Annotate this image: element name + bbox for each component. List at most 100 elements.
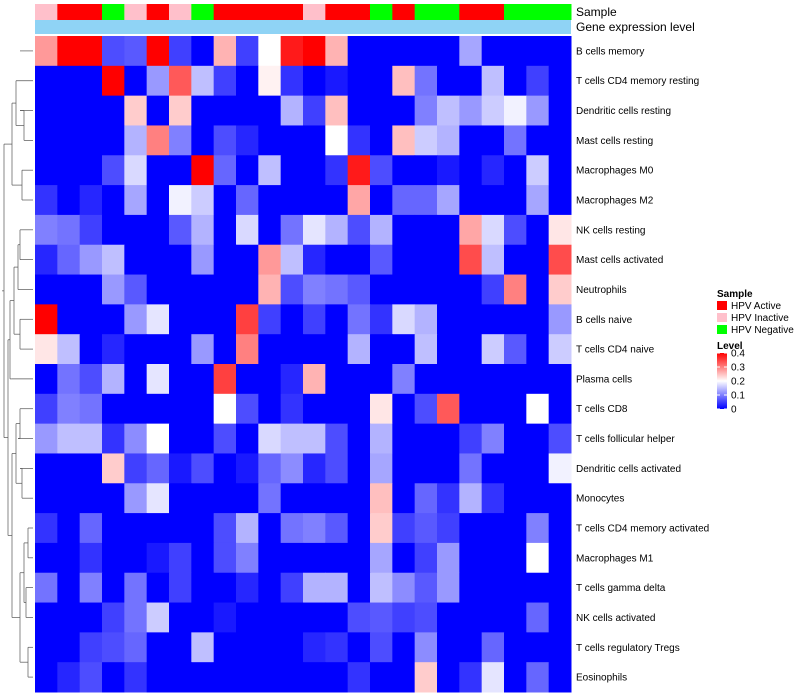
- heatmap-cell: [481, 36, 505, 67]
- heatmap-cell: [191, 393, 215, 425]
- heatmap-cell: [236, 602, 259, 633]
- heatmap-cell: [504, 334, 527, 365]
- heatmap-cell: [526, 244, 550, 276]
- heatmap-cell: [124, 155, 148, 186]
- heatmap-cell: [191, 36, 215, 67]
- heatmap-cell: [79, 274, 103, 305]
- heatmap-cell: [504, 185, 527, 216]
- heatmap-cell: [325, 274, 349, 305]
- heatmap-cell: [146, 393, 170, 425]
- heatmap-cell: [459, 244, 483, 276]
- heatmap-cell: [169, 483, 192, 514]
- heatmap-cell: [236, 274, 259, 305]
- heatmap-cell: [347, 364, 371, 395]
- heatmap-cell: [79, 244, 103, 276]
- row-label: T cells CD4 memory activated: [576, 524, 709, 535]
- heatmap-cell: [481, 393, 505, 425]
- legend-label-hpv-inactive: HPV Inactive: [731, 313, 789, 324]
- heatmap-cell: [213, 364, 237, 395]
- heatmap-cell: [347, 304, 371, 335]
- heatmap-cell: [481, 244, 505, 276]
- heatmap-cell: [414, 483, 438, 514]
- heatmap-cell: [370, 214, 393, 246]
- heatmap-cell: [370, 274, 393, 305]
- row-label: Neutrophils: [576, 285, 627, 296]
- heatmap-cell: [124, 334, 148, 365]
- heatmap-cell: [57, 483, 81, 514]
- heatmap-cell: [124, 662, 148, 693]
- heatmap-cell: [303, 155, 326, 186]
- heatmap-cell: [35, 513, 58, 544]
- heatmap-cell: [213, 513, 237, 544]
- heatmap-cell: [548, 334, 572, 365]
- heatmap-cell: [102, 423, 125, 454]
- heatmap-cell: [102, 662, 125, 693]
- heatmap-cell: [191, 185, 215, 216]
- heatmap-cell: [191, 65, 215, 97]
- heatmap-cell: [57, 95, 81, 126]
- heatmap-cell: [258, 125, 282, 156]
- heatmap-cell: [548, 393, 572, 425]
- heatmap-cell: [79, 483, 103, 514]
- heatmap-cell: [280, 423, 304, 454]
- heatmap-cell: [35, 274, 58, 305]
- heatmap-cell: [102, 125, 125, 156]
- heatmap-cell: [414, 364, 438, 395]
- heatmap-cell: [504, 542, 527, 574]
- heatmap-cell: [526, 662, 550, 693]
- heatmap-cell: [303, 125, 326, 156]
- heatmap-cell: [280, 662, 304, 693]
- heatmap-cell: [392, 334, 416, 365]
- heatmap-cell: [548, 244, 572, 276]
- heatmap-cell: [35, 364, 58, 395]
- heatmap-cell: [437, 662, 460, 693]
- heatmap-cell: [57, 662, 81, 693]
- heatmap-cell: [169, 393, 192, 425]
- row-label: Dendritic cells activated: [576, 464, 681, 475]
- heatmap-cell: [124, 453, 148, 484]
- heatmap-cell: [481, 95, 505, 126]
- heatmap-cell: [35, 304, 58, 335]
- heatmap-cell: [169, 632, 192, 663]
- heatmap-cell: [481, 453, 505, 484]
- heatmap-cell: [459, 274, 483, 305]
- heatmap-cell: [414, 393, 438, 425]
- heatmap-cell: [280, 274, 304, 305]
- heatmap-cell: [280, 393, 304, 425]
- heatmap-cell: [35, 423, 58, 454]
- heatmap-cell: [303, 513, 326, 544]
- heatmap-cell: [124, 393, 148, 425]
- heatmap-cell: [213, 483, 237, 514]
- heatmap-cell: [481, 602, 505, 633]
- heatmap-cell: [57, 364, 81, 395]
- heatmap-cell: [481, 334, 505, 365]
- heatmap-cell: [191, 542, 215, 574]
- heatmap-cell: [548, 125, 572, 156]
- heatmap-cell: [347, 334, 371, 365]
- heatmap-cell: [79, 214, 103, 246]
- heatmap-cell: [146, 602, 170, 633]
- heatmap-cell: [392, 214, 416, 246]
- level-legend: Level 0.4 0.3 0.2 0.1 0: [717, 341, 745, 416]
- sample-annotation-cell: [258, 4, 282, 20]
- heatmap-cell: [370, 155, 393, 186]
- sample-annotation-cell: [146, 4, 170, 20]
- heatmap-cell: [548, 214, 572, 246]
- heatmap-cell: [347, 602, 371, 633]
- heatmap-cell: [526, 483, 550, 514]
- heatmap-cell: [258, 423, 282, 454]
- heatmap-cell: [213, 244, 237, 276]
- heatmap-cell: [414, 513, 438, 544]
- heatmap-cell: [325, 304, 349, 335]
- heatmap-cell: [191, 632, 215, 663]
- heatmap-cell: [35, 125, 58, 156]
- heatmap-cell: [280, 513, 304, 544]
- heatmap-cell: [35, 155, 58, 186]
- heatmap-cell: [280, 95, 304, 126]
- level-tick-label: 0.3: [731, 363, 745, 374]
- heatmap-cell: [280, 572, 304, 604]
- column-annotation-bars: [35, 4, 572, 34]
- heatmap-cell: [347, 244, 371, 276]
- heatmap-cell: [437, 334, 460, 365]
- heatmap-cell: [325, 155, 349, 186]
